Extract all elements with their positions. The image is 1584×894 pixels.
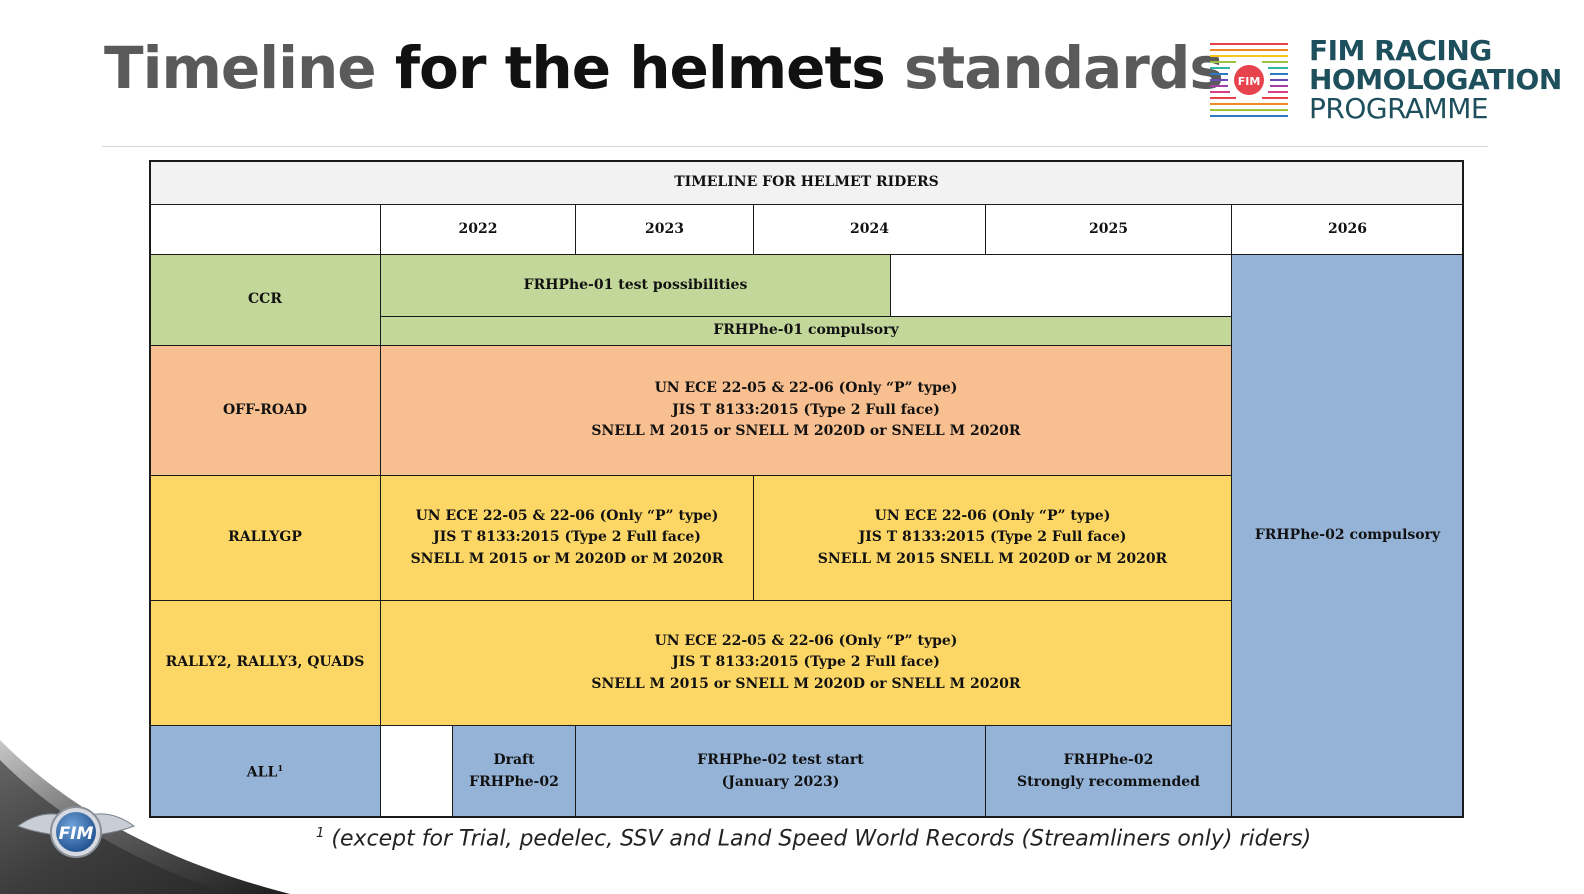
footnote-number: 1 xyxy=(316,826,325,841)
header-empty-cell xyxy=(149,204,381,255)
col-2026-frhphe02-compulsory: FRHPhe-02 compulsory xyxy=(1231,254,1464,818)
all-empty-cell xyxy=(380,725,453,818)
brand-line-2: HOMOLOGATION xyxy=(1309,63,1562,96)
page-title: Timeline for the helmets standards xyxy=(104,34,1224,102)
year-2024: 2024 xyxy=(753,204,986,255)
title-part-3: standards xyxy=(903,34,1224,102)
brand-wordmark: FIM RACING HOMOLOGATION PROGRAMME xyxy=(1309,36,1562,123)
logo-badge-text: FIM xyxy=(1238,75,1261,88)
year-2023: 2023 xyxy=(575,204,754,255)
year-2025: 2025 xyxy=(985,204,1232,255)
ccr-test-possibilities: FRHPhe-01 test possibilities xyxy=(380,254,891,317)
brand-line-1: FIM RACING xyxy=(1309,34,1492,67)
ccr-empty-cell xyxy=(890,254,1232,317)
footnote-marker: 1 xyxy=(277,763,284,774)
rallygp-standards-2022-2023: UN ECE 22-05 & 22-06 (Only “P” type) JIS… xyxy=(380,475,754,601)
fim-badge-text: FIM xyxy=(59,824,94,844)
all-frhphe02-strongly-recommended: FRHPhe-02 Strongly recommended xyxy=(985,725,1232,818)
row-label-offroad: OFF-ROAD xyxy=(149,345,381,476)
offroad-standards: UN ECE 22-05 & 22-06 (Only “P” type) JIS… xyxy=(380,345,1232,476)
rallygp-standards-2024-2025: UN ECE 22-06 (Only “P” type) JIS T 8133:… xyxy=(753,475,1232,601)
all-draft-frhphe02: Draft FRHPhe-02 xyxy=(452,725,576,818)
title-divider xyxy=(102,146,1488,147)
table-caption: TIMELINE FOR HELMET RIDERS xyxy=(149,160,1464,205)
year-2022: 2022 xyxy=(380,204,576,255)
row-label-rallygp: RALLYGP xyxy=(149,475,381,601)
fim-winged-logo-icon: FIM xyxy=(0,740,290,894)
ccr-compulsory: FRHPhe-01 compulsory xyxy=(380,316,1232,346)
title-part-2: for the helmets xyxy=(394,34,886,102)
all-frhphe02-test-start: FRHPhe-02 test start (January 2023) xyxy=(575,725,986,818)
rally2-standards: UN ECE 22-05 & 22-06 (Only “P” type) JIS… xyxy=(380,600,1232,726)
row-label-rally2-rally3-quads: RALLY2, RALLY3, QUADS xyxy=(149,600,381,726)
row-label-ccr: CCR xyxy=(149,254,381,346)
footnote-text: (except for Trial, pedelec, SSV and Land… xyxy=(324,826,1312,852)
title-part-1: Timeline xyxy=(104,34,377,102)
fim-homologation-logo-icon: FIM xyxy=(1210,43,1288,117)
footnote: 1 (except for Trial, pedelec, SSV and La… xyxy=(316,826,1311,851)
brand-line-3: PROGRAMME xyxy=(1309,92,1489,125)
year-2026: 2026 xyxy=(1231,204,1464,255)
